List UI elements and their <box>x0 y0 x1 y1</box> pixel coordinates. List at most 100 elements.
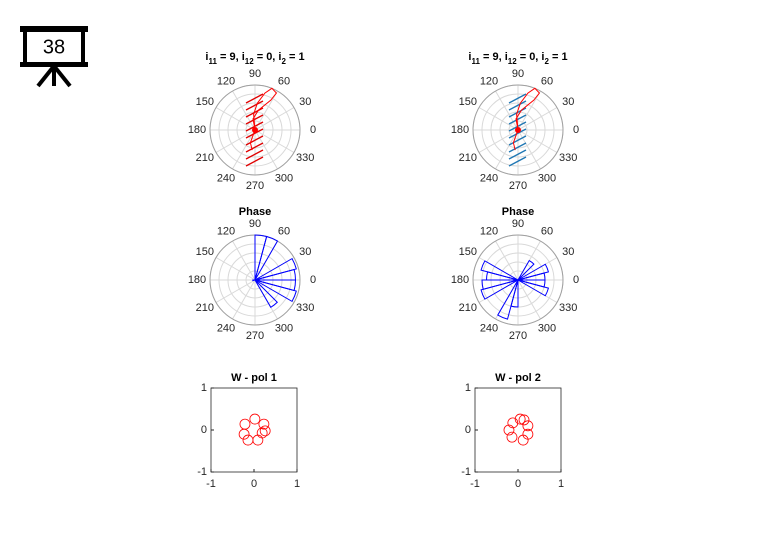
theta-grid-line <box>215 129 256 153</box>
rose-wedge <box>480 279 519 300</box>
polar-line <box>512 87 541 151</box>
scatter-point <box>258 418 270 430</box>
chart-title: W - pol 1 <box>231 372 277 384</box>
hatch-stroke <box>245 142 264 153</box>
center-marker <box>515 127 521 133</box>
hatch-stroke <box>245 149 264 160</box>
y-tick-label: -1 <box>197 466 207 478</box>
scatter-point <box>242 434 254 446</box>
icon-leg <box>52 64 72 88</box>
theta-tick-label: 0 <box>573 124 579 136</box>
theta-tick-label: 210 <box>196 302 214 314</box>
theta-grid-line <box>517 129 541 170</box>
rose-wedge <box>517 279 550 297</box>
rose-wedge <box>510 279 519 308</box>
hatch <box>508 93 527 167</box>
scatter-point <box>514 413 526 425</box>
theta-grid-line <box>232 129 256 170</box>
y-tick-label: 0 <box>465 424 471 436</box>
scatter-point <box>517 434 529 446</box>
hatch-stroke <box>508 142 527 153</box>
polar-line <box>249 87 278 151</box>
theta-tick-label: 90 <box>512 218 524 230</box>
theta-tick-label: 330 <box>559 302 577 314</box>
theta-tick-label: 150 <box>196 246 214 258</box>
theta-tick-label: 90 <box>249 68 261 80</box>
x-tick-label: 0 <box>515 478 521 490</box>
theta-tick-label: 60 <box>541 75 553 87</box>
x-tick-label: 1 <box>294 478 300 490</box>
theta-tick-label: 300 <box>538 322 556 334</box>
rose-wedge <box>480 260 519 281</box>
theta-grid-line <box>215 279 256 303</box>
theta-grid-line <box>254 129 295 153</box>
theta-tick-label: 30 <box>299 246 311 258</box>
title-part: 2 <box>281 57 286 66</box>
theta-grid-line <box>495 240 519 281</box>
hatch-stroke <box>245 100 264 111</box>
scatter-point <box>503 424 515 436</box>
x-tick-label: -1 <box>206 478 216 490</box>
rose-wedge <box>517 263 550 281</box>
x-tick-label: 1 <box>558 478 564 490</box>
theta-grid-line <box>495 129 519 170</box>
theta-grid-line <box>517 90 541 131</box>
polar-outline <box>472 234 564 326</box>
hatch-stroke <box>508 100 527 111</box>
theta-grid-line <box>495 90 519 131</box>
theta-grid-line <box>254 90 278 131</box>
theta-tick-label: 150 <box>459 246 477 258</box>
theta-grid-line <box>478 129 519 153</box>
chart-title: W - pol 2 <box>495 372 541 384</box>
theta-tick-label: 30 <box>562 246 574 258</box>
theta-tick-label: 330 <box>296 302 314 314</box>
theta-grid-line <box>232 90 256 131</box>
rose-wedge <box>517 259 535 281</box>
theta-grid-line <box>254 129 278 170</box>
title-part: 12 <box>245 57 254 66</box>
theta-tick-label: 120 <box>480 75 498 87</box>
hatch-stroke <box>508 128 527 139</box>
theta-tick-label: 240 <box>480 172 498 184</box>
title-part: 12 <box>508 57 517 66</box>
title-part: = 0, i <box>517 51 545 63</box>
theta-grid-line <box>478 107 519 131</box>
hatch-stroke <box>245 93 264 104</box>
theta-grid-line <box>517 107 558 131</box>
theta-tick-label: 120 <box>480 225 498 237</box>
theta-tick-label: 270 <box>509 330 527 342</box>
axes-box <box>474 387 562 473</box>
hatch-stroke <box>245 135 264 146</box>
title-part: = 1 <box>549 51 568 63</box>
title-part: = 0, i <box>254 51 282 63</box>
theta-tick-label: 210 <box>196 152 214 164</box>
theta-grid-line <box>215 257 256 281</box>
icon-leg <box>36 64 56 88</box>
theta-grid-line <box>232 240 256 281</box>
theta-tick-label: 240 <box>217 172 235 184</box>
theta-tick-label: 150 <box>459 96 477 108</box>
axes-box <box>210 387 298 473</box>
hatch-stroke <box>508 149 527 160</box>
theta-tick-label: 150 <box>196 96 214 108</box>
chart-title: Phase <box>239 206 271 218</box>
theta-tick-label: 0 <box>310 274 316 286</box>
theta-tick-label: 120 <box>217 75 235 87</box>
theta-tick-label: 90 <box>249 218 261 230</box>
scatter-point <box>238 428 250 440</box>
hatch-stroke <box>245 156 264 167</box>
theta-tick-label: 300 <box>275 172 293 184</box>
polar-outline <box>472 84 564 176</box>
theta-tick-label: 60 <box>278 225 290 237</box>
title-part: 2 <box>544 57 549 66</box>
theta-grid-line <box>215 107 256 131</box>
theta-tick-label: 0 <box>573 274 579 286</box>
theta-tick-label: 180 <box>188 274 206 286</box>
theta-tick-label: 270 <box>509 180 527 192</box>
title-part: = 9, i <box>217 51 245 63</box>
title-part: i <box>205 51 208 63</box>
rose-wedge <box>254 279 297 303</box>
